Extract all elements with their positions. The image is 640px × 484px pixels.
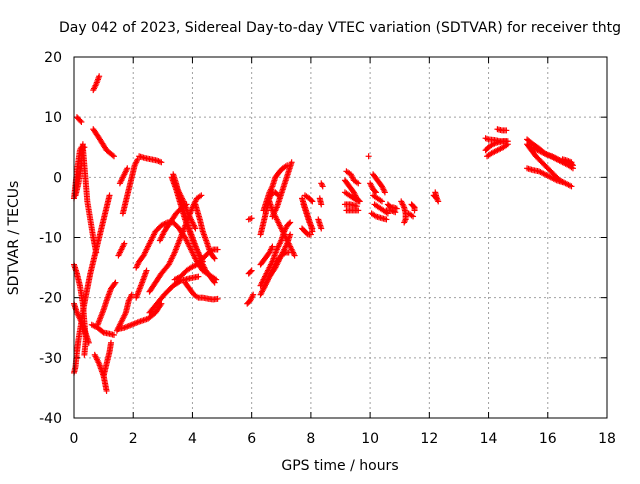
x-tick-label: 10 [361, 431, 379, 447]
data-point-marker [559, 179, 566, 186]
data-point-marker [103, 387, 110, 394]
data-point-marker [269, 243, 276, 250]
data-points [71, 73, 576, 394]
data-point-marker [307, 231, 314, 238]
data-point-marker [111, 280, 118, 287]
chart-title: Day 042 of 2023, Sidereal Day-to-day VTE… [59, 20, 621, 36]
data-point-marker [250, 291, 257, 298]
data-point-marker [355, 207, 362, 214]
data-point-marker [355, 180, 362, 187]
data-point-marker [568, 183, 575, 190]
data-point-marker [143, 267, 150, 274]
data-point-marker [365, 153, 372, 160]
data-point-marker [435, 198, 442, 205]
data-point-marker [110, 331, 117, 338]
data-point-marker [211, 255, 218, 262]
data-point-marker [308, 197, 315, 204]
data-point-marker [381, 189, 388, 196]
y-tick-label: -40 [39, 411, 62, 427]
y-tick-label: 0 [53, 170, 62, 186]
data-point-marker [569, 162, 576, 169]
data-point-marker [504, 141, 511, 148]
data-point-marker [373, 189, 380, 196]
data-point-marker [433, 195, 440, 202]
data-point-marker [110, 153, 117, 160]
data-point-marker [158, 159, 165, 166]
data-point-marker [411, 207, 418, 214]
data-point-marker [393, 205, 400, 212]
y-tick-label: 20 [44, 50, 62, 66]
data-point-marker [248, 267, 255, 274]
data-point-marker [93, 249, 100, 256]
data-point-marker [309, 225, 316, 232]
data-point-marker [247, 268, 254, 275]
data-point-marker [383, 216, 390, 223]
data-point-marker [85, 339, 92, 346]
data-point-marker [214, 295, 221, 302]
x-tick-label: 2 [129, 431, 138, 447]
data-point-marker [211, 279, 218, 286]
data-point-marker [319, 183, 326, 190]
tick-labels: 0 2 4 6 8 10 12 14 16 18 -40 -30 -20 -10 0 10 20 [39, 50, 616, 447]
data-point-marker [291, 252, 298, 259]
x-tick-label: 6 [247, 431, 256, 447]
data-point-marker [78, 118, 85, 125]
data-point-marker [192, 225, 199, 232]
data-point-marker [99, 328, 106, 335]
plot-area-border [73, 56, 608, 419]
data-point-marker [401, 219, 408, 226]
x-tick-label: 18 [598, 431, 616, 447]
y-tick-label: 10 [44, 110, 62, 126]
data-point-marker [121, 240, 128, 247]
x-tick-label: 4 [188, 431, 197, 447]
data-point-marker [248, 215, 255, 222]
data-point-marker [195, 273, 202, 280]
x-tick-label: 12 [420, 431, 438, 447]
data-point-marker [287, 219, 294, 226]
x-tick-label: 8 [306, 431, 315, 447]
data-point-marker [372, 188, 379, 195]
x-tick-label: 16 [539, 431, 557, 447]
data-point-marker [124, 165, 131, 172]
y-tick-label: -10 [39, 231, 62, 247]
y-axis-label: SDTVAR / TECUs [6, 181, 22, 296]
x-axis-label: GPS time / hours [281, 458, 398, 474]
data-point-marker [355, 198, 362, 205]
data-point-marker [128, 291, 135, 298]
data-point-marker [392, 209, 399, 216]
x-tick-label: 14 [480, 431, 498, 447]
data-point-marker [96, 73, 103, 80]
data-point-marker [81, 351, 88, 358]
data-point-marker [214, 246, 221, 253]
data-point-marker [287, 231, 294, 238]
data-point-marker [432, 194, 439, 201]
data-point-marker [309, 198, 316, 205]
data-point-marker [410, 213, 417, 220]
data-point-marker [210, 254, 217, 261]
y-tick-label: -30 [39, 351, 62, 367]
data-point-marker [112, 279, 119, 286]
data-point-marker [210, 278, 217, 285]
data-point-marker [288, 159, 295, 166]
data-point-marker [318, 225, 325, 232]
data-point-marker [318, 201, 325, 208]
data-point-marker [378, 198, 385, 205]
data-point-marker [198, 192, 205, 199]
data-point-marker [77, 117, 84, 124]
data-point-marker [108, 339, 115, 346]
data-point-marker [503, 127, 510, 134]
data-point-marker [109, 152, 116, 159]
data-point-marker [568, 159, 575, 166]
data-point-marker [286, 220, 293, 227]
x-tick-label: 0 [70, 431, 79, 447]
y-tick-label: -20 [39, 291, 62, 307]
